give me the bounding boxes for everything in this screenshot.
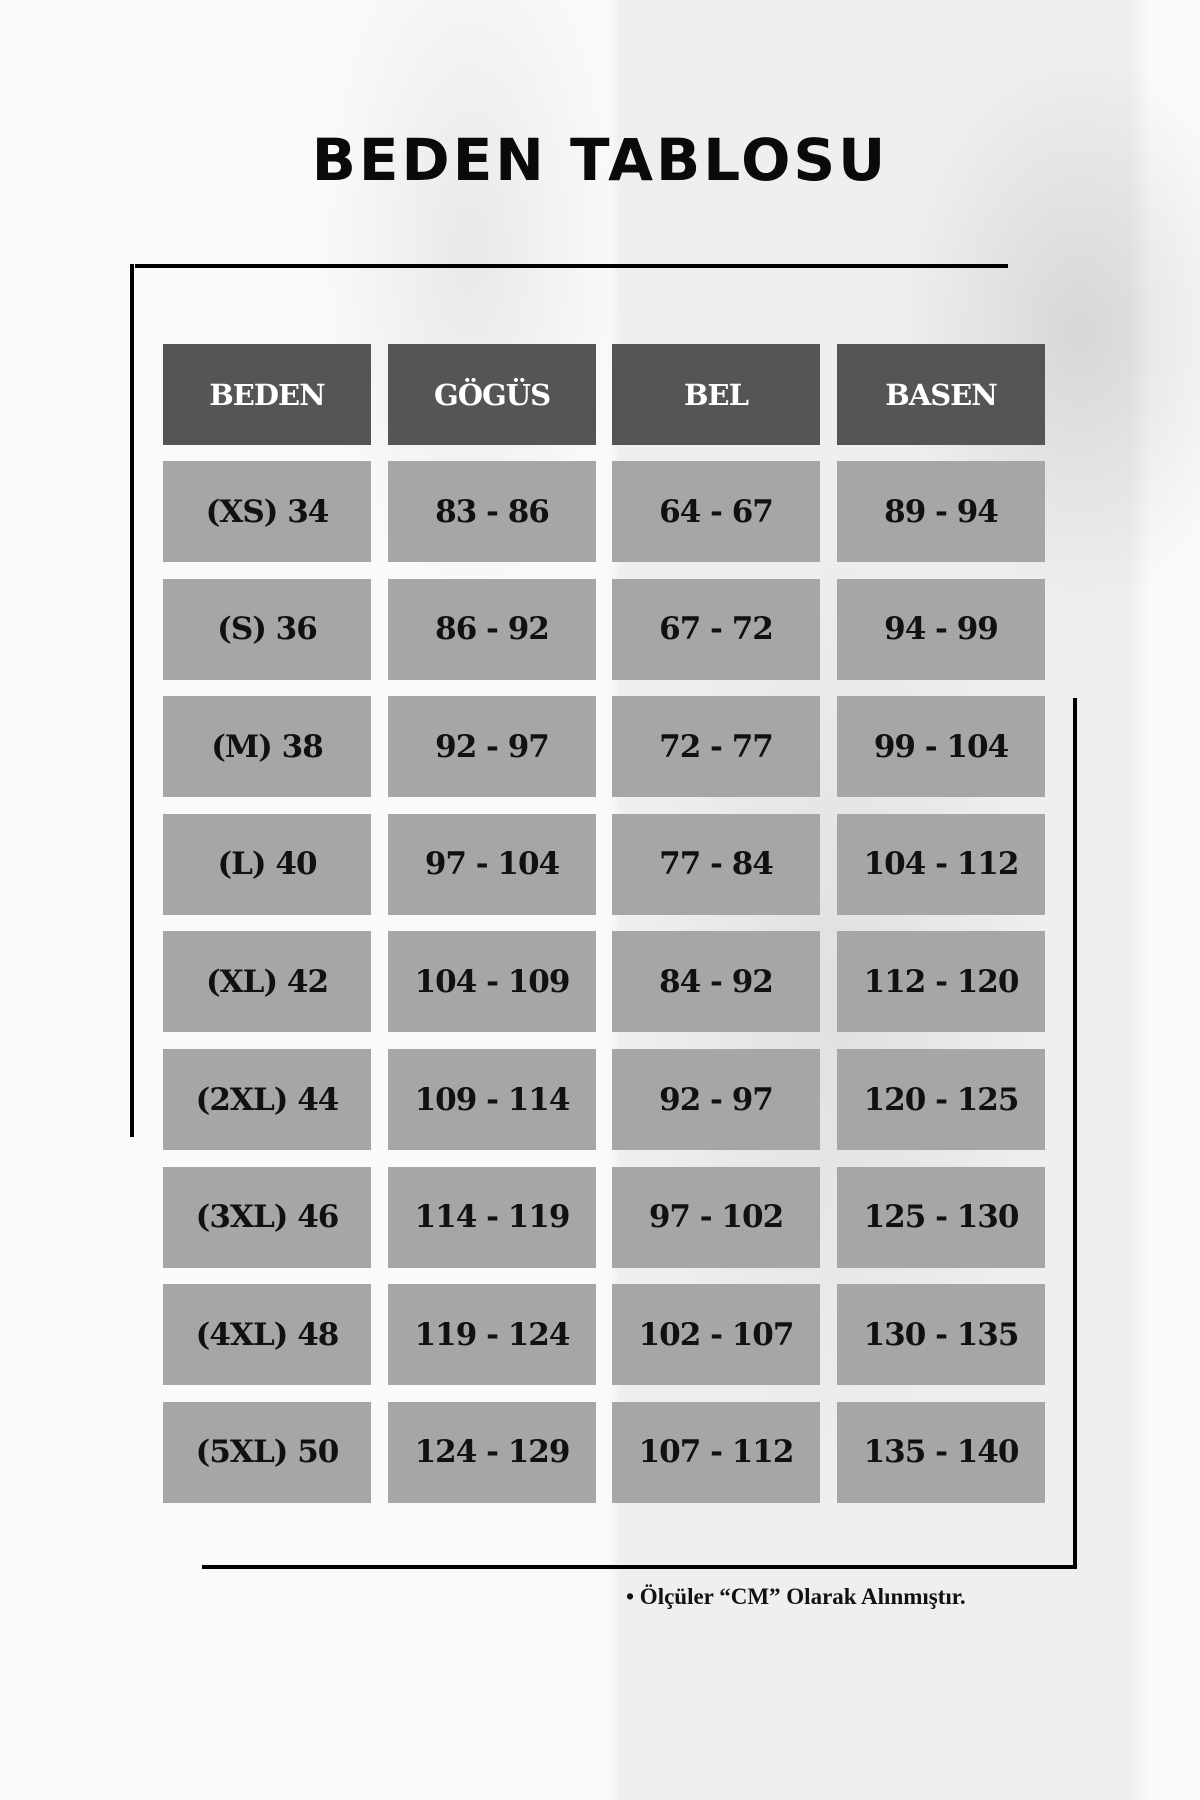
- table-cell: 89 - 94: [837, 461, 1045, 562]
- page-title: BEDEN TABLOSU: [311, 126, 889, 194]
- table-cell: 130 - 135: [837, 1284, 1045, 1386]
- table-cell: 119 - 124: [388, 1284, 596, 1386]
- table-cell: 114 - 119: [388, 1166, 596, 1268]
- column-header: GÖGÜS: [388, 344, 596, 445]
- table-cell: (XL) 42: [163, 931, 371, 1033]
- table-cell: 92 - 97: [388, 696, 596, 798]
- frame-bottom-line: [202, 1565, 1077, 1569]
- table-cell: 86 - 92: [388, 578, 596, 680]
- table-cell: 92 - 97: [612, 1049, 820, 1150]
- table-cell: (3XL) 46: [163, 1166, 371, 1268]
- table-cell: 104 - 109: [388, 931, 596, 1033]
- frame-left-line: [130, 264, 134, 1137]
- table-cell: 77 - 84: [612, 813, 820, 915]
- table-cell: 84 - 92: [612, 931, 820, 1033]
- measurement-note: • Ölçüler “CM” Olarak Alınmıştır.: [626, 1584, 966, 1609]
- table-cell: 109 - 114: [388, 1049, 596, 1150]
- column-header: BASEN: [837, 344, 1045, 445]
- frame-top-line: [135, 264, 1008, 268]
- column-header: BEDEN: [163, 344, 371, 445]
- table-cell: (2XL) 44: [163, 1049, 371, 1150]
- table-cell: 64 - 67: [612, 461, 820, 562]
- table-cell: (L) 40: [163, 813, 371, 915]
- table-cell: 104 - 112: [837, 813, 1045, 915]
- frame-right-line: [1073, 698, 1077, 1569]
- table-cell: 99 - 104: [837, 696, 1045, 798]
- table-cell: 72 - 77: [612, 696, 820, 798]
- table-cell: 135 - 140: [837, 1401, 1045, 1503]
- table-cell: (XS) 34: [163, 461, 371, 562]
- table-cell: 124 - 129: [388, 1401, 596, 1503]
- table-cell: 112 - 120: [837, 931, 1045, 1033]
- column-header: BEL: [612, 344, 820, 445]
- table-cell: 94 - 99: [837, 578, 1045, 680]
- table-cell: 125 - 130: [837, 1166, 1045, 1268]
- table-cell: (5XL) 50: [163, 1401, 371, 1503]
- table-cell: 120 - 125: [837, 1049, 1045, 1150]
- table-cell: (M) 38: [163, 696, 371, 798]
- table-cell: (S) 36: [163, 578, 371, 680]
- table-cell: 97 - 104: [388, 813, 596, 915]
- table-cell: 97 - 102: [612, 1166, 820, 1268]
- table-cell: (4XL) 48: [163, 1284, 371, 1386]
- table-cell: 102 - 107: [612, 1284, 820, 1386]
- table-cell: 107 - 112: [612, 1401, 820, 1503]
- table-cell: 83 - 86: [388, 461, 596, 562]
- table-cell: 67 - 72: [612, 578, 820, 680]
